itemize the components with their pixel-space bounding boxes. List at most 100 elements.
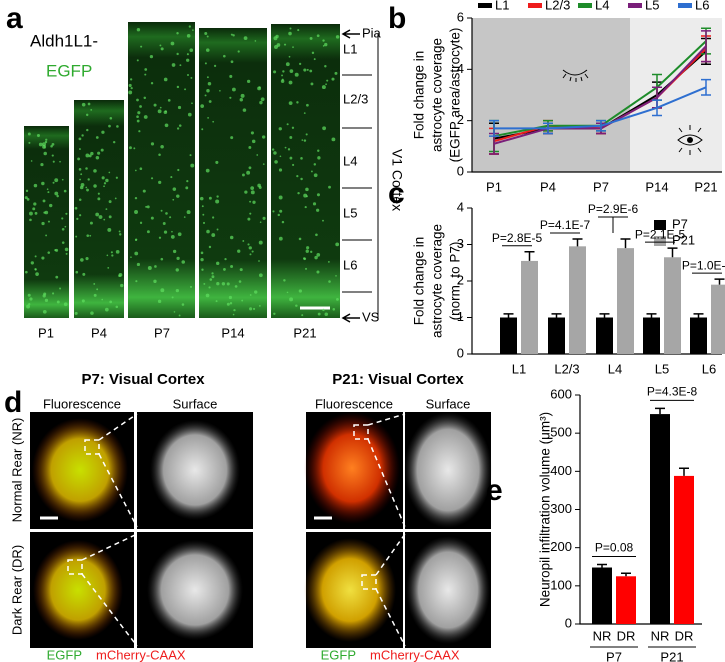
- column-label: Surface: [426, 396, 471, 411]
- astrocyte-dot: [215, 199, 220, 204]
- astrocyte-dot: [289, 297, 294, 302]
- astrocyte-dot: [315, 233, 318, 237]
- astrocyte-dot: [93, 293, 97, 297]
- astrocyte-dot: [101, 176, 105, 180]
- column-label: Fluorescence: [315, 396, 393, 411]
- x-tick-label: L6: [702, 361, 716, 376]
- astrocyte-dot: [287, 148, 291, 151]
- astrocyte-dot: [51, 154, 54, 157]
- age-label: P1: [38, 325, 54, 340]
- astrocyte-dot: [47, 191, 50, 194]
- astrocyte-dot: [134, 251, 139, 256]
- x-tick-label: L2/3: [554, 361, 579, 376]
- astrocyte-dot: [87, 102, 91, 106]
- astrocyte-dot: [309, 36, 313, 40]
- astrocyte-dot: [93, 184, 97, 188]
- pia-label: Pia: [362, 25, 382, 40]
- astrocyte-dot: [273, 151, 277, 155]
- astrocyte-dot: [184, 88, 187, 91]
- astrocyte-dot: [135, 280, 138, 283]
- astrocyte-dot: [299, 62, 302, 65]
- zoom-line: [375, 533, 406, 647]
- y-tick-label: 3: [457, 236, 464, 251]
- astrocyte: [304, 538, 396, 642]
- astrocyte-dot: [314, 255, 318, 260]
- astrocyte-dot: [248, 166, 252, 170]
- astrocyte-dot: [90, 311, 94, 315]
- astrocyte-dot: [298, 237, 302, 241]
- astrocyte-dot: [106, 254, 109, 257]
- astrocyte-dot: [246, 170, 251, 175]
- astrocyte-dot: [189, 154, 192, 157]
- astrocyte-dot: [305, 267, 308, 270]
- astrocyte-dot: [160, 144, 164, 149]
- astrocyte-dot: [206, 76, 209, 79]
- astrocyte-dot: [176, 127, 180, 130]
- astrocyte-dot: [278, 168, 283, 172]
- astrocyte-dot: [109, 116, 113, 120]
- astrocyte-dot: [56, 300, 60, 304]
- astrocyte-dot: [316, 208, 320, 212]
- astrocyte-dot: [206, 89, 210, 93]
- y-axis-label: Fold change in: [412, 237, 427, 326]
- astrocyte-dot: [146, 205, 150, 209]
- y-tick-label: 0: [457, 345, 464, 360]
- astrocyte-dot: [78, 137, 82, 141]
- astrocyte-dot: [259, 100, 263, 105]
- astrocyte-dot: [201, 205, 204, 208]
- astrocyte-dot: [211, 272, 214, 275]
- age-label: P14: [221, 325, 244, 340]
- astrocyte-dot: [278, 195, 283, 200]
- astrocyte-dot: [105, 178, 109, 183]
- astrocyte-dot: [135, 238, 138, 241]
- y-tick-label: 200: [550, 539, 572, 554]
- astrocyte-dot: [54, 249, 57, 252]
- astrocyte-dot: [324, 42, 328, 47]
- astrocyte-dot: [26, 304, 31, 309]
- astrocyte-dot: [160, 288, 165, 293]
- error-bar: [679, 467, 689, 476]
- astrocyte-dot: [258, 240, 263, 245]
- astrocyte-dot: [230, 33, 233, 36]
- astrocyte-dot: [254, 40, 257, 42]
- astrocyte-dot: [65, 252, 68, 255]
- astrocyte-dot: [286, 291, 289, 294]
- astrocyte-dot: [273, 312, 276, 315]
- astrocyte-dot: [36, 134, 40, 138]
- astrocyte-dot: [169, 216, 172, 219]
- astrocyte-dot: [95, 212, 100, 217]
- astrocyte-texture: [24, 25, 340, 317]
- x-tick-label: L5: [655, 361, 669, 376]
- astrocyte-dot: [249, 294, 252, 296]
- bar: [690, 317, 707, 354]
- astrocyte-dot: [51, 292, 55, 295]
- astrocyte-dot: [306, 246, 310, 250]
- astrocyte-dot: [63, 189, 67, 193]
- astrocyte-dot: [27, 293, 31, 297]
- p-value: P=1.0E-4: [682, 258, 725, 272]
- astrocyte-dot: [226, 282, 230, 286]
- astrocyte-dot: [216, 228, 219, 231]
- astrocyte-dot: [296, 175, 299, 178]
- axes: [471, 208, 722, 355]
- error-bar: [667, 247, 678, 258]
- bar: [569, 246, 586, 354]
- astrocyte-dot: [104, 307, 109, 312]
- astrocyte-dot: [207, 81, 212, 86]
- astrocyte-dot: [272, 210, 275, 213]
- astrocyte-dot: [256, 154, 259, 156]
- astrocyte-dot: [186, 210, 191, 215]
- astrocyte-dot: [250, 190, 255, 195]
- error-bar: [543, 122, 553, 135]
- astrocyte-dot: [273, 70, 277, 74]
- pia-arrow: [341, 29, 360, 39]
- astrocyte-dot: [305, 249, 309, 253]
- layer-label: L2/3: [343, 91, 368, 106]
- bar: [548, 317, 565, 354]
- astrocyte-dot: [224, 257, 227, 261]
- astrocyte-dot: [107, 266, 110, 269]
- astrocyte-dot: [98, 215, 103, 219]
- astrocyte-dot: [258, 86, 261, 89]
- astrocyte-dot: [115, 305, 119, 309]
